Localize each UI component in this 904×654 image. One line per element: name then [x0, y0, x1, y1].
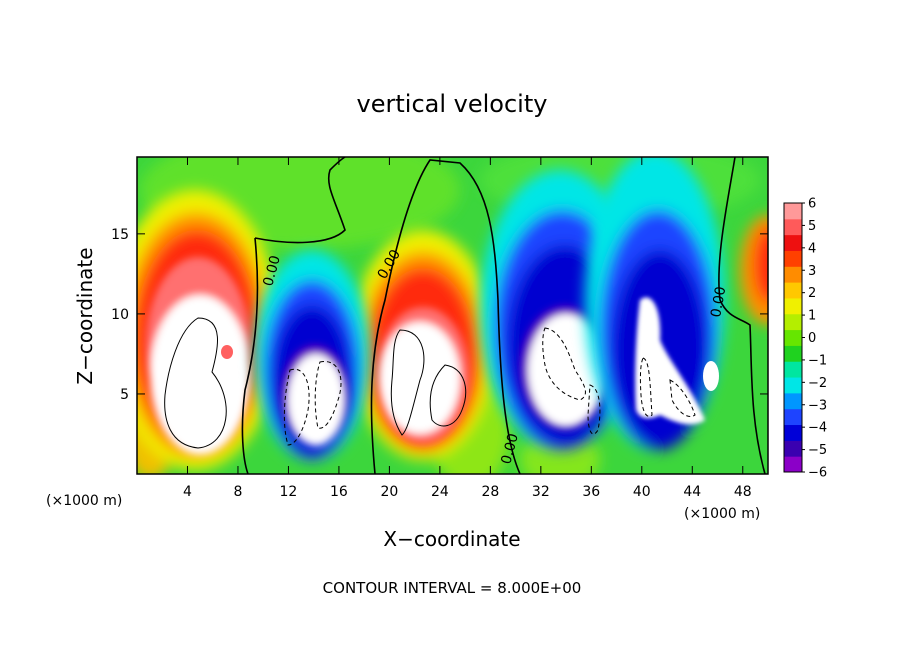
colorbar-tick-label: −4: [808, 421, 827, 436]
x-tick-label: 12: [280, 484, 298, 500]
x-tick-label: 44: [683, 484, 701, 500]
colorbar-swatch: [784, 456, 802, 473]
x-units-right: (×1000 m): [684, 506, 760, 522]
colorbar-tick-label: −6: [808, 466, 827, 481]
plot-area: 0.00 0.00 0.00 0.00: [137, 157, 768, 474]
downdraft-dashed-contours: [283, 327, 696, 446]
colorbar-swatch: [784, 250, 802, 267]
colorbar-tick-label: 5: [808, 219, 816, 234]
colorbar: 6 5 4 3 2 1 0 −1 −2 −3 −4 −5 −6: [783, 197, 827, 481]
colorbar-tick-label: −2: [808, 376, 827, 391]
x-tick-label: 8: [233, 484, 242, 500]
updraft-inner-contours: [164, 317, 467, 449]
x-tick-label: 36: [582, 484, 600, 500]
colorbar-swatch: [784, 203, 802, 220]
downdraft-core-3-small: [703, 361, 719, 391]
y-axis-label: Z−coordinate: [73, 247, 97, 384]
colorbar-swatch: [784, 440, 802, 457]
y-axis-ticks: 5 10 15: [111, 227, 768, 403]
colorbar-tick-label: 1: [808, 309, 816, 324]
updraft-core-1-small: [221, 345, 233, 359]
colorbar-swatch: [784, 297, 802, 315]
x-tick-label: 32: [532, 484, 550, 500]
downdraft-core-3: [635, 297, 705, 425]
colorbar-tick-label: 0: [808, 331, 816, 346]
contour-label-3: 0.00: [498, 432, 522, 466]
x-tick-label: 28: [481, 484, 499, 500]
x-tick-label: 48: [734, 484, 752, 500]
colorbar-tick-label: −5: [808, 443, 827, 458]
colorbar-tick-label: 6: [808, 197, 816, 212]
x-axis-ticks: 4 8 12 16 20 24 28 32 36 40 44 48: [183, 157, 752, 500]
colorbar-swatch: [784, 408, 802, 426]
colorbar-swatch: [784, 266, 802, 283]
x-tick-label: 24: [431, 484, 449, 500]
updraft-core-1: [146, 257, 250, 455]
x-tick-label: 20: [380, 484, 398, 500]
colorbar-swatch: [784, 234, 802, 251]
colorbar-tick-label: −1: [808, 353, 827, 368]
colorbar-swatch: [784, 361, 802, 378]
x-units-left: (×1000 m): [46, 493, 122, 509]
x-tick-label: 16: [330, 484, 348, 500]
colorbar-tick-label: 4: [808, 241, 816, 256]
colorbar-swatch: [784, 345, 802, 362]
colorbar-swatch: [784, 313, 802, 331]
colorbar-swatch: [784, 329, 802, 346]
colorbar-tick-label: 2: [808, 286, 816, 301]
x-axis-label: X−coordinate: [383, 527, 520, 551]
contour-interval-text: CONTOUR INTERVAL = 8.000E+00: [323, 579, 582, 597]
updraft-core-2: [377, 307, 469, 443]
colorbar-tick-label: −3: [808, 398, 827, 413]
updraft-cell-right: [740, 215, 768, 325]
chart-title: vertical velocity: [357, 90, 548, 118]
colorbar-tick-label: 3: [808, 264, 816, 279]
contour-label-4: 0.00: [708, 285, 729, 318]
colorbar-swatch: [784, 282, 802, 299]
zero-contours: [241, 157, 766, 474]
contour-label-1: 0.00: [260, 254, 284, 288]
colorbar-swatch: [784, 392, 802, 410]
plot-frame: [136, 156, 769, 475]
colorbar-swatch: [784, 424, 802, 441]
x-tick-label: 40: [633, 484, 651, 500]
colorbar-swatch: [784, 377, 802, 394]
x-tick-label: 4: [183, 484, 192, 500]
y-tick-label: 15: [111, 227, 129, 243]
colorbar-swatch: [784, 218, 802, 236]
y-tick-label: 5: [120, 387, 129, 403]
y-tick-label: 10: [111, 307, 129, 323]
